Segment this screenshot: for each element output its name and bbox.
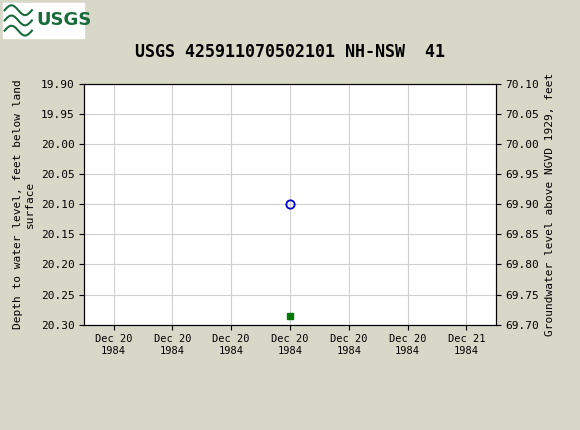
Y-axis label: Groundwater level above NGVD 1929, feet: Groundwater level above NGVD 1929, feet [545,73,555,336]
Text: USGS 425911070502101 NH-NSW  41: USGS 425911070502101 NH-NSW 41 [135,43,445,61]
FancyBboxPatch shape [3,3,84,37]
Y-axis label: Depth to water level, feet below land
surface: Depth to water level, feet below land su… [13,80,35,329]
Text: USGS: USGS [36,12,91,29]
